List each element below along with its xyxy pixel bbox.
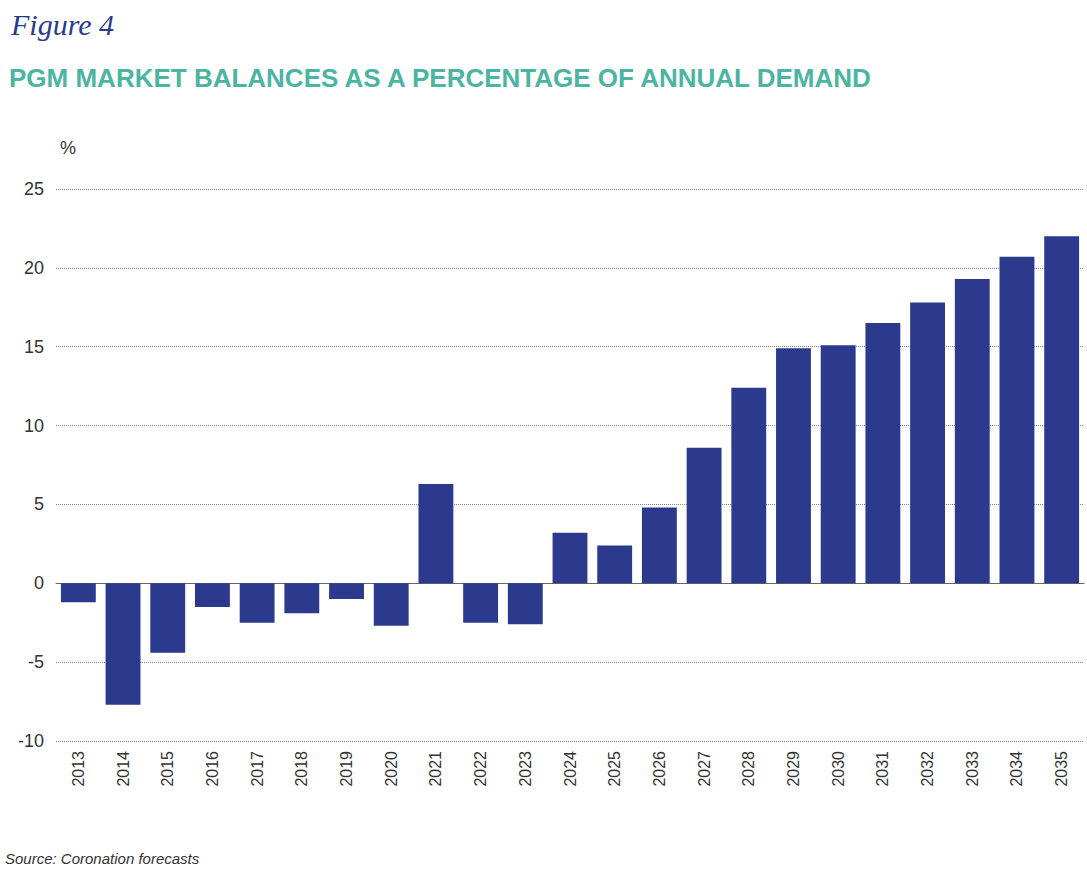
svg-text:2033: 2033 bbox=[964, 751, 981, 787]
svg-text:2013: 2013 bbox=[70, 751, 87, 787]
svg-text:2019: 2019 bbox=[338, 751, 355, 787]
svg-text:2015: 2015 bbox=[159, 751, 176, 787]
svg-text:Figure 4: Figure 4 bbox=[10, 8, 114, 41]
svg-text:15: 15 bbox=[24, 337, 44, 357]
svg-text:-5: -5 bbox=[28, 652, 44, 672]
svg-text:2021: 2021 bbox=[427, 751, 444, 787]
svg-text:2017: 2017 bbox=[249, 751, 266, 787]
svg-text:2020: 2020 bbox=[383, 751, 400, 787]
svg-text:2035: 2035 bbox=[1053, 751, 1070, 787]
svg-text:Source: Coronation forecasts: Source: Coronation forecasts bbox=[5, 850, 200, 867]
svg-text:10: 10 bbox=[24, 416, 44, 436]
svg-text:2028: 2028 bbox=[740, 751, 757, 787]
svg-text:2018: 2018 bbox=[293, 751, 310, 787]
svg-text:2016: 2016 bbox=[204, 751, 221, 787]
svg-text:25: 25 bbox=[24, 179, 44, 199]
svg-text:2014: 2014 bbox=[115, 751, 132, 787]
svg-text:2031: 2031 bbox=[874, 751, 891, 787]
svg-text:2034: 2034 bbox=[1008, 751, 1025, 787]
svg-text:2032: 2032 bbox=[919, 751, 936, 787]
svg-text:2026: 2026 bbox=[651, 751, 668, 787]
svg-text:2024: 2024 bbox=[562, 751, 579, 787]
svg-text:20: 20 bbox=[24, 258, 44, 278]
svg-text:2022: 2022 bbox=[472, 751, 489, 787]
svg-text:2027: 2027 bbox=[696, 751, 713, 787]
svg-text:2029: 2029 bbox=[785, 751, 802, 787]
svg-text:%: % bbox=[60, 138, 76, 158]
svg-text:PGM MARKET BALANCES AS A PERCE: PGM MARKET BALANCES AS A PERCENTAGE OF A… bbox=[9, 63, 871, 93]
svg-text:2030: 2030 bbox=[830, 751, 847, 787]
svg-text:2025: 2025 bbox=[606, 751, 623, 787]
svg-text:2023: 2023 bbox=[517, 751, 534, 787]
svg-text:0: 0 bbox=[34, 573, 44, 593]
svg-text:-10: -10 bbox=[18, 731, 44, 751]
svg-text:5: 5 bbox=[34, 494, 44, 514]
